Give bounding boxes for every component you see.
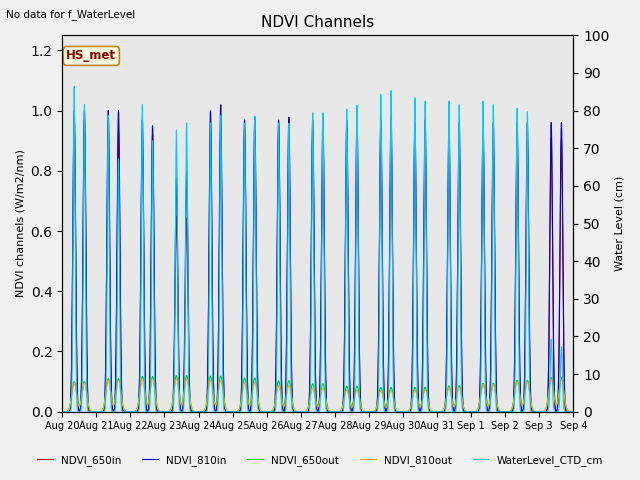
- NDVI_810out: [116, 387, 124, 393]
- NDVI_650in: [161, 409, 168, 415]
- WaterLevel_CTD_cm: [570, 409, 577, 415]
- NDVI_650out: [173, 372, 180, 378]
- NDVI_650in: [277, 323, 285, 329]
- WaterLevel_CTD_cm: [147, 317, 155, 323]
- Text: HS_met: HS_met: [67, 49, 116, 62]
- NDVI_810in: [570, 409, 577, 415]
- NDVI_810out: [173, 376, 180, 382]
- Line: NDVI_810in: NDVI_810in: [62, 105, 573, 412]
- NDVI_650out: [255, 398, 262, 404]
- NDVI_810in: [217, 102, 225, 108]
- WaterLevel_CTD_cm: [117, 385, 125, 391]
- WaterLevel_CTD_cm: [70, 84, 78, 89]
- NDVI_810out: [560, 388, 568, 394]
- NDVI_650in: [70, 114, 78, 120]
- Line: NDVI_810out: NDVI_810out: [62, 379, 573, 412]
- NDVI_650in: [255, 403, 262, 409]
- Line: WaterLevel_CTD_cm: WaterLevel_CTD_cm: [62, 86, 573, 412]
- Line: NDVI_650in: NDVI_650in: [62, 117, 573, 412]
- NDVI_650in: [147, 258, 155, 264]
- Title: NDVI Channels: NDVI Channels: [261, 15, 374, 30]
- NDVI_650out: [58, 409, 66, 415]
- WaterLevel_CTD_cm: [255, 408, 262, 414]
- NDVI_650out: [433, 409, 441, 415]
- NDVI_810in: [58, 409, 66, 415]
- NDVI_810out: [505, 409, 513, 415]
- WaterLevel_CTD_cm: [276, 361, 284, 367]
- NDVI_650in: [58, 409, 66, 415]
- WaterLevel_CTD_cm: [504, 409, 512, 415]
- NDVI_810in: [116, 313, 124, 319]
- NDVI_650out: [560, 386, 568, 392]
- NDVI_650out: [505, 409, 513, 415]
- NDVI_810out: [570, 409, 577, 415]
- NDVI_810out: [255, 400, 262, 406]
- NDVI_650in: [570, 409, 577, 415]
- Y-axis label: Water Level (cm): Water Level (cm): [615, 176, 625, 271]
- NDVI_810in: [559, 314, 567, 320]
- NDVI_810out: [276, 390, 284, 396]
- WaterLevel_CTD_cm: [559, 400, 567, 406]
- WaterLevel_CTD_cm: [58, 409, 66, 415]
- NDVI_810in: [255, 400, 262, 406]
- NDVI_650out: [116, 386, 124, 392]
- NDVI_810out: [399, 409, 407, 415]
- NDVI_650out: [276, 386, 284, 392]
- NDVI_650out: [147, 381, 155, 387]
- Line: NDVI_650out: NDVI_650out: [62, 375, 573, 412]
- NDVI_810in: [276, 303, 284, 309]
- NDVI_650out: [570, 409, 577, 415]
- NDVI_810out: [147, 383, 155, 389]
- NDVI_650in: [117, 336, 125, 341]
- NDVI_650in: [560, 336, 568, 342]
- Text: No data for f_WaterLevel: No data for f_WaterLevel: [6, 9, 136, 20]
- NDVI_810out: [58, 409, 66, 415]
- Legend: NDVI_650in, NDVI_810in, NDVI_650out, NDVI_810out, WaterLevel_CTD_cm: NDVI_650in, NDVI_810in, NDVI_650out, NDV…: [33, 451, 607, 470]
- NDVI_650in: [505, 409, 513, 415]
- Y-axis label: NDVI channels (W/m2/nm): NDVI channels (W/m2/nm): [15, 150, 25, 298]
- NDVI_810in: [504, 409, 512, 415]
- NDVI_810in: [147, 274, 155, 280]
